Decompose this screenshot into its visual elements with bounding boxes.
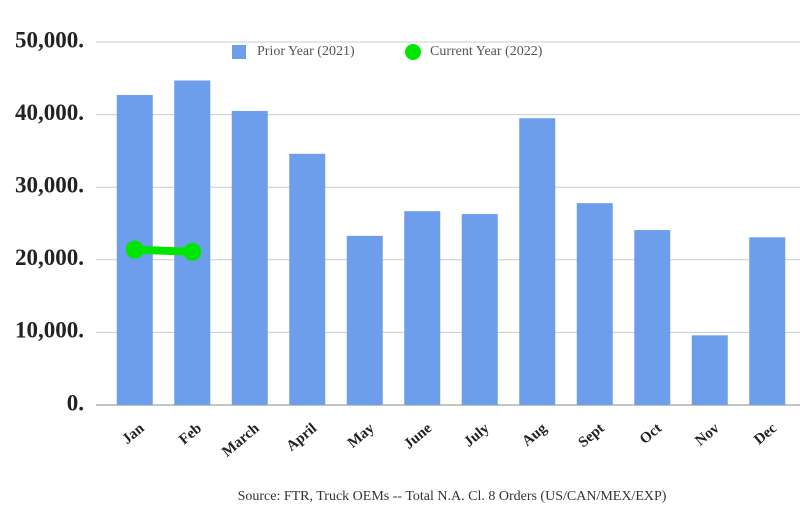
x-tick-label: May: [345, 420, 378, 451]
bar: [576, 203, 613, 405]
x-tick-label: Aug: [519, 420, 550, 450]
bar: [289, 153, 326, 405]
y-tick-label: 0.: [67, 390, 84, 415]
legend-label: Prior Year (2021): [257, 44, 355, 59]
x-tick-label: Dec: [751, 420, 780, 448]
x-tick-label: June: [401, 420, 435, 452]
x-tick-label: Jan: [119, 420, 148, 448]
x-tick-label: Oct: [637, 420, 665, 447]
line-point: [183, 242, 202, 261]
bar: [634, 230, 671, 405]
x-tick-label: March: [219, 420, 263, 460]
legend-marker: [232, 45, 246, 59]
y-tick-label: 40,000.: [15, 100, 84, 125]
bar: [174, 80, 211, 405]
source-note: Source: FTR, Truck OEMs -- Total N.A. Cl…: [238, 489, 667, 504]
bar: [346, 235, 383, 405]
y-tick-label: 20,000.: [15, 245, 84, 270]
y-tick-label: 10,000.: [15, 318, 84, 343]
line-point: [125, 240, 144, 259]
x-tick-label: July: [461, 420, 493, 450]
bar: [404, 211, 441, 405]
legend-marker: [405, 44, 421, 60]
x-tick-label: April: [284, 420, 320, 454]
legend-label: Current Year (2022): [430, 44, 543, 59]
y-tick-label: 50,000.: [15, 27, 84, 52]
bar: [749, 237, 786, 405]
x-tick-label: Feb: [176, 420, 205, 448]
bar: [691, 335, 728, 405]
bar: [461, 214, 498, 405]
bar: [231, 110, 268, 405]
bar: [519, 118, 556, 405]
x-tick-label: Sept: [576, 420, 608, 450]
x-tick-label: Nov: [692, 420, 722, 449]
y-tick-label: 30,000.: [15, 172, 84, 197]
line: [130, 245, 197, 256]
